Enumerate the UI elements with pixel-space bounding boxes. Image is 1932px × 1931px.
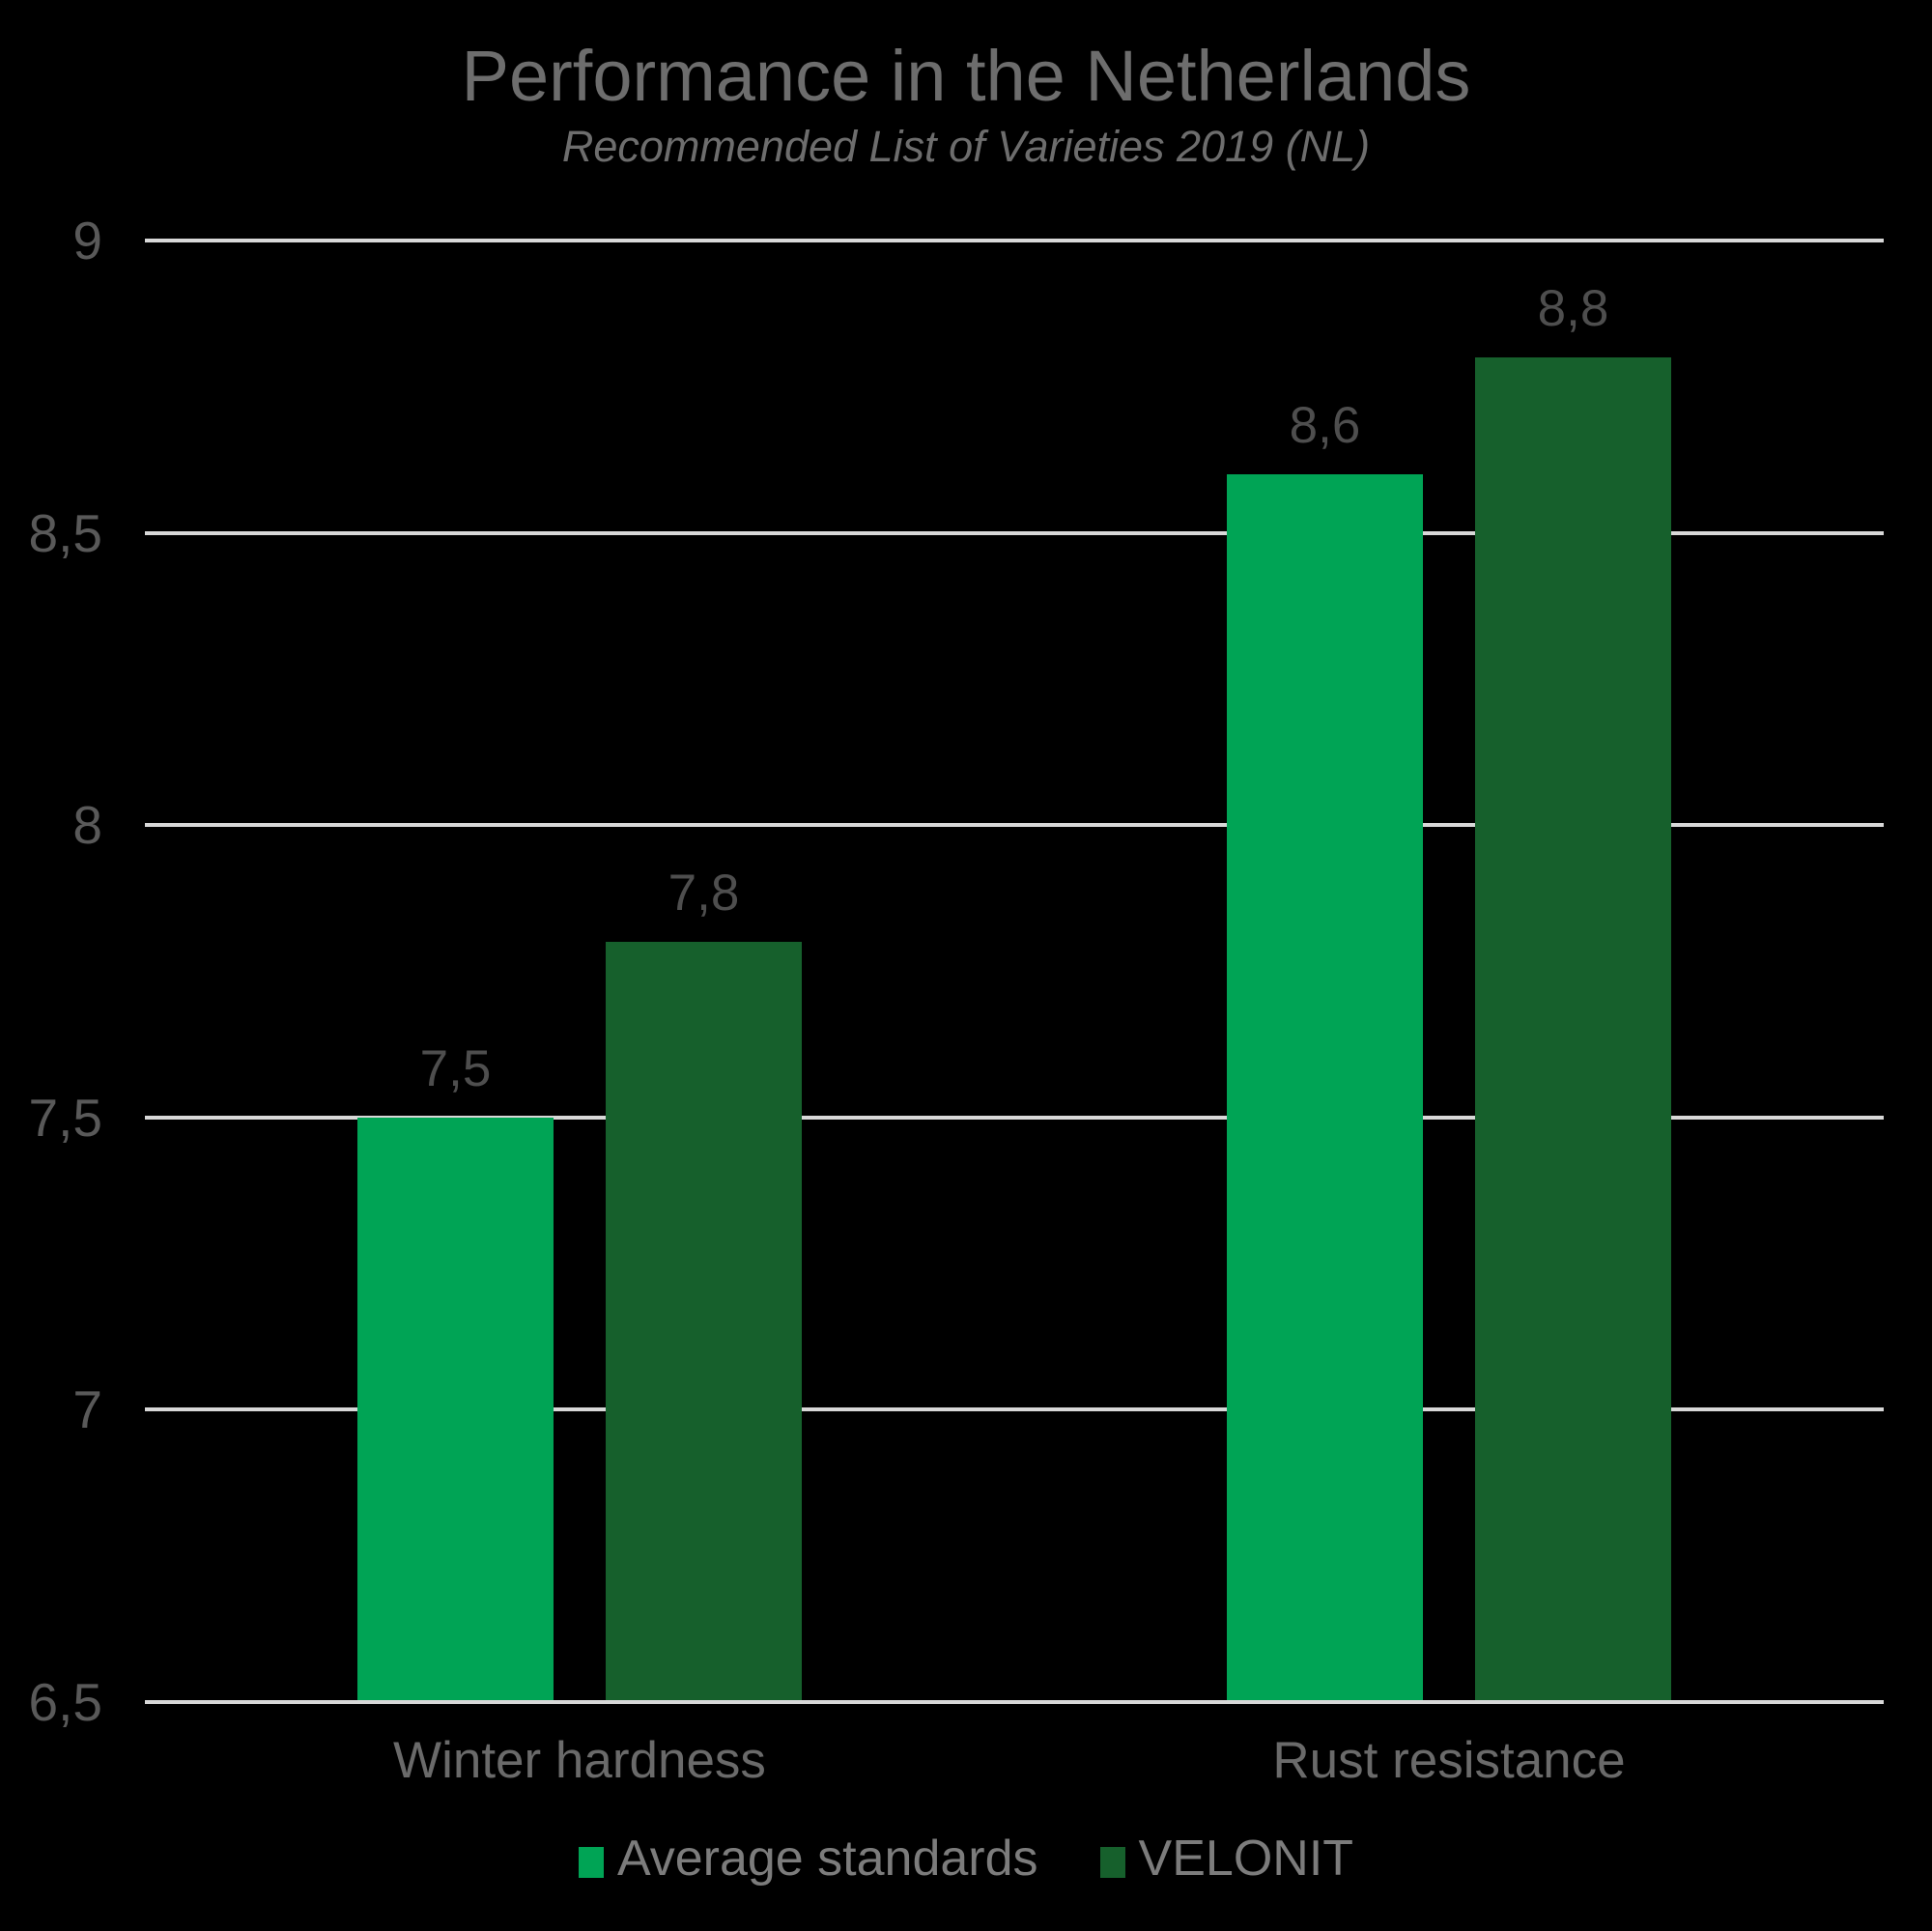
legend-swatch: [578, 1847, 604, 1878]
gridline: [145, 1407, 1884, 1412]
y-axis-label: 7,5: [28, 1087, 102, 1148]
y-axis-label: 8: [72, 795, 102, 856]
gridline: [145, 1700, 1884, 1704]
bar-velonit: 7,8: [606, 865, 802, 1702]
x-axis-label: Rust resistance: [1272, 1732, 1626, 1789]
data-label: 7,5: [419, 1039, 492, 1097]
legend-swatch: [1099, 1847, 1125, 1878]
data-label: 8,8: [1537, 280, 1609, 338]
bar-average-standards: 8,6: [1227, 397, 1423, 1702]
bar-group-rust-resistance: 8,6 8,8: [1227, 241, 1671, 1702]
y-axis: 9 8,5 8 7,5 7 6,5: [0, 213, 102, 1729]
plot-area: 7,5 7,8 8,6 8,8: [145, 239, 1884, 1704]
y-axis-label: 6,5: [28, 1672, 102, 1732]
bar-group-winter-hardness: 7,5 7,8: [357, 241, 802, 1702]
legend-label: VELONIT: [1138, 1831, 1354, 1887]
y-axis-label: 8,5: [28, 502, 102, 563]
y-axis-label: 7: [72, 1379, 102, 1440]
legend: Average standards VELONIT: [0, 1830, 1932, 1888]
y-axis-label: 9: [72, 211, 102, 270]
legend-item-average-standards: Average standards: [578, 1830, 1038, 1888]
chart-subtitle: Recommended List of Varieties 2019 (NL): [561, 122, 1371, 171]
gridline: [145, 823, 1884, 828]
x-axis-label: Winter hardness: [393, 1732, 766, 1789]
gridline: [145, 239, 1884, 242]
bar-velonit: 8,8: [1475, 280, 1671, 1702]
gridline: [145, 1115, 1884, 1120]
x-axis: Winter hardness Rust resistance: [145, 1731, 1884, 1799]
bar-average-standards: 7,5: [357, 1040, 554, 1702]
data-label: 7,8: [668, 865, 740, 923]
data-label: 8,6: [1289, 397, 1361, 455]
legend-label: Average standards: [616, 1831, 1038, 1887]
gridline: [145, 530, 1884, 535]
chart-title: Performance in the Netherlands: [461, 36, 1471, 116]
legend-item-velonit: VELONIT: [1099, 1830, 1354, 1888]
